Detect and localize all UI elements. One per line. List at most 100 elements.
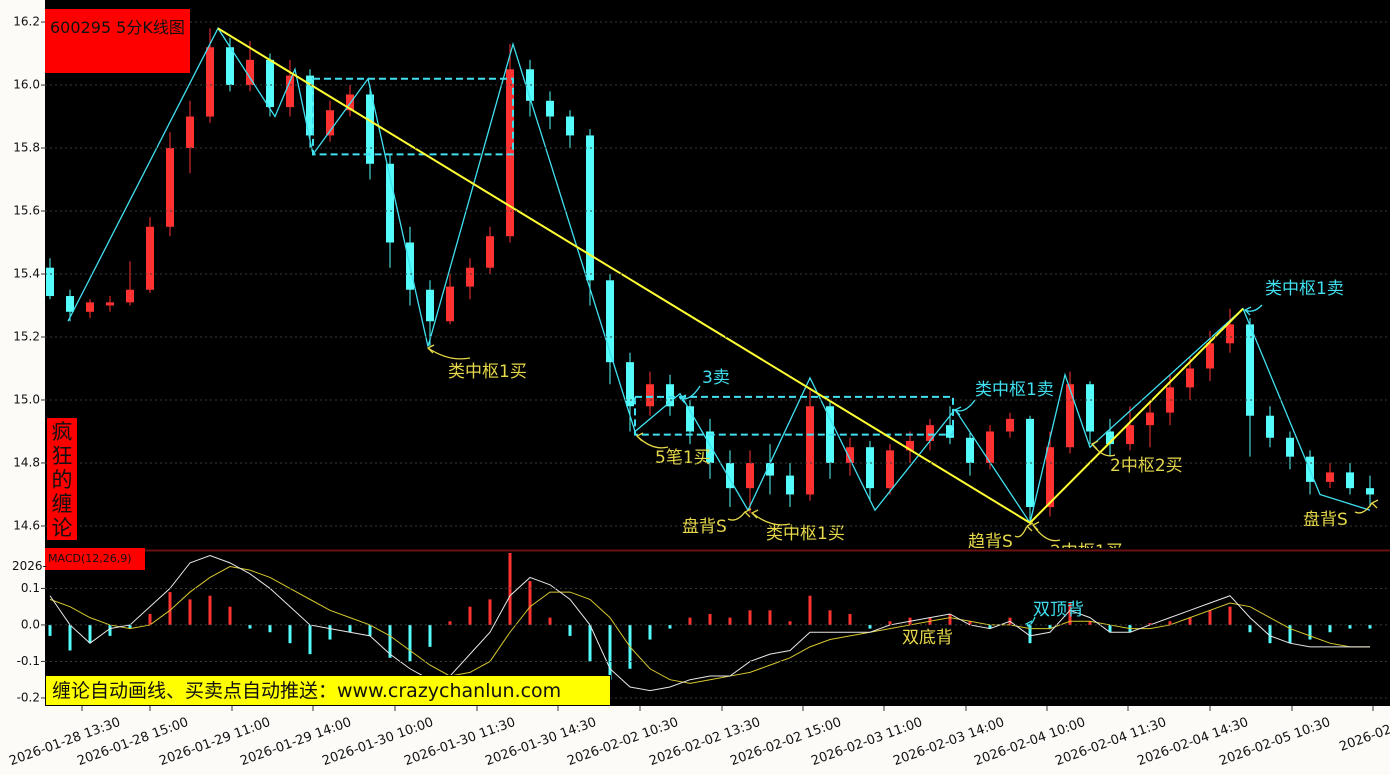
candle-body — [886, 450, 894, 489]
candle-body — [106, 302, 114, 306]
annotation-arrow — [635, 432, 669, 449]
macd-bar — [48, 624, 52, 636]
candle-body — [506, 69, 514, 237]
macd-bar — [408, 624, 412, 662]
candle-body — [1046, 447, 1054, 508]
candle-body — [866, 447, 874, 489]
candle-body — [1226, 324, 1234, 344]
annotation: 类中枢1卖 — [975, 380, 1054, 400]
macd-bar — [1148, 623, 1152, 625]
macd-bar — [728, 617, 732, 625]
macd-bar — [1108, 624, 1112, 633]
macd-bar — [708, 613, 712, 625]
y-tick-label: 15.0 — [13, 392, 40, 406]
annotation: 2中枢2买 — [1110, 456, 1183, 476]
macd-bar — [1368, 624, 1372, 629]
candle-body — [346, 94, 354, 111]
candle-body — [966, 437, 974, 463]
macd-bar — [528, 581, 532, 625]
macd-bar — [688, 617, 692, 625]
annotation: 5笔1买 — [655, 448, 711, 468]
candle-body — [126, 289, 134, 303]
candle-body — [386, 163, 394, 243]
candle-body — [1146, 412, 1154, 426]
macd-bar — [308, 624, 312, 655]
annotation-arrow — [953, 399, 976, 416]
macd-bar — [188, 599, 192, 625]
candle-body — [1006, 418, 1014, 432]
macd-bar — [808, 595, 812, 625]
macd-bar — [748, 610, 752, 625]
hub-box — [312, 77, 514, 156]
macd-bar — [788, 621, 792, 625]
candle-body — [326, 110, 334, 136]
price-panel: 类中枢1买3卖5笔1买盘背S类中枢1买类中枢1卖趋背S2中枢1买2中枢2买类中枢… — [46, 27, 1379, 562]
macd-bar — [508, 553, 512, 625]
annotation-arrow — [727, 508, 752, 521]
y-tick-label: 0.0 — [21, 617, 40, 631]
banner: 缠论自动画线、买卖点自动推送：www.crazychanlun.com — [45, 675, 611, 706]
candle-body — [806, 406, 814, 495]
annotation: 双底背 — [902, 628, 953, 648]
macd-bar — [1228, 606, 1232, 625]
macd-bar — [1348, 624, 1352, 629]
candle-body — [426, 289, 434, 322]
annotation: 2中枢1买 — [1050, 542, 1123, 562]
macd-bar — [168, 592, 172, 625]
side-label: 疯狂的缠论 — [47, 418, 77, 540]
macd-bar — [468, 606, 472, 625]
annotation-arrow — [1354, 499, 1379, 514]
macd-bar — [848, 613, 852, 625]
candle-body — [606, 280, 614, 363]
candle-body — [666, 384, 674, 407]
candle-body — [86, 302, 94, 312]
macd-bar — [448, 621, 452, 625]
macd-bar — [128, 624, 132, 629]
candle-body — [566, 116, 574, 136]
macd-bar — [1328, 624, 1332, 633]
annotation: 类中枢1买 — [766, 524, 845, 544]
macd-bar — [1308, 624, 1312, 640]
y-tick-label: 15.6 — [13, 204, 40, 218]
candle-body — [786, 475, 794, 495]
macd-bar — [588, 624, 592, 662]
candle-body — [726, 462, 734, 489]
candle-body — [946, 425, 954, 438]
candle-body — [1066, 384, 1074, 448]
macd-bar — [368, 624, 372, 636]
x-tick-label: 2026-01-28 13:30 — [7, 715, 122, 769]
stroke-line — [67, 27, 1371, 525]
candle-body — [266, 59, 274, 108]
candle-body — [1106, 431, 1114, 445]
candle-body — [486, 236, 494, 268]
corner-label: 2026- — [12, 559, 47, 573]
macd-bar — [388, 624, 392, 658]
candle-body — [466, 267, 474, 287]
macd-bar — [268, 624, 272, 633]
candle-body — [186, 116, 194, 149]
y-tick-label: 15.8 — [13, 141, 40, 155]
dea-line — [49, 565, 1370, 684]
annotation: 类中枢1买 — [448, 362, 527, 382]
macd-bar — [988, 624, 992, 629]
candle-body — [1366, 488, 1374, 495]
macd-bar — [328, 624, 332, 640]
macd-bar — [1188, 617, 1192, 625]
trend-line — [217, 27, 1244, 525]
candle-body — [306, 75, 314, 136]
annotation-arrow — [1243, 304, 1263, 316]
macd-bar — [608, 624, 612, 680]
macd-bar — [1048, 624, 1052, 629]
macd-bar — [108, 624, 112, 636]
macd-bar — [1268, 624, 1272, 644]
macd-bar — [1068, 603, 1072, 625]
macd-bar — [208, 595, 212, 625]
y-tick-label: 16.2 — [13, 15, 40, 29]
candle-body — [746, 462, 754, 489]
candle-body — [926, 425, 934, 441]
candle-body — [1186, 368, 1194, 388]
candle-body — [166, 148, 174, 227]
candle-body — [586, 135, 594, 281]
macd-bar — [968, 621, 972, 625]
